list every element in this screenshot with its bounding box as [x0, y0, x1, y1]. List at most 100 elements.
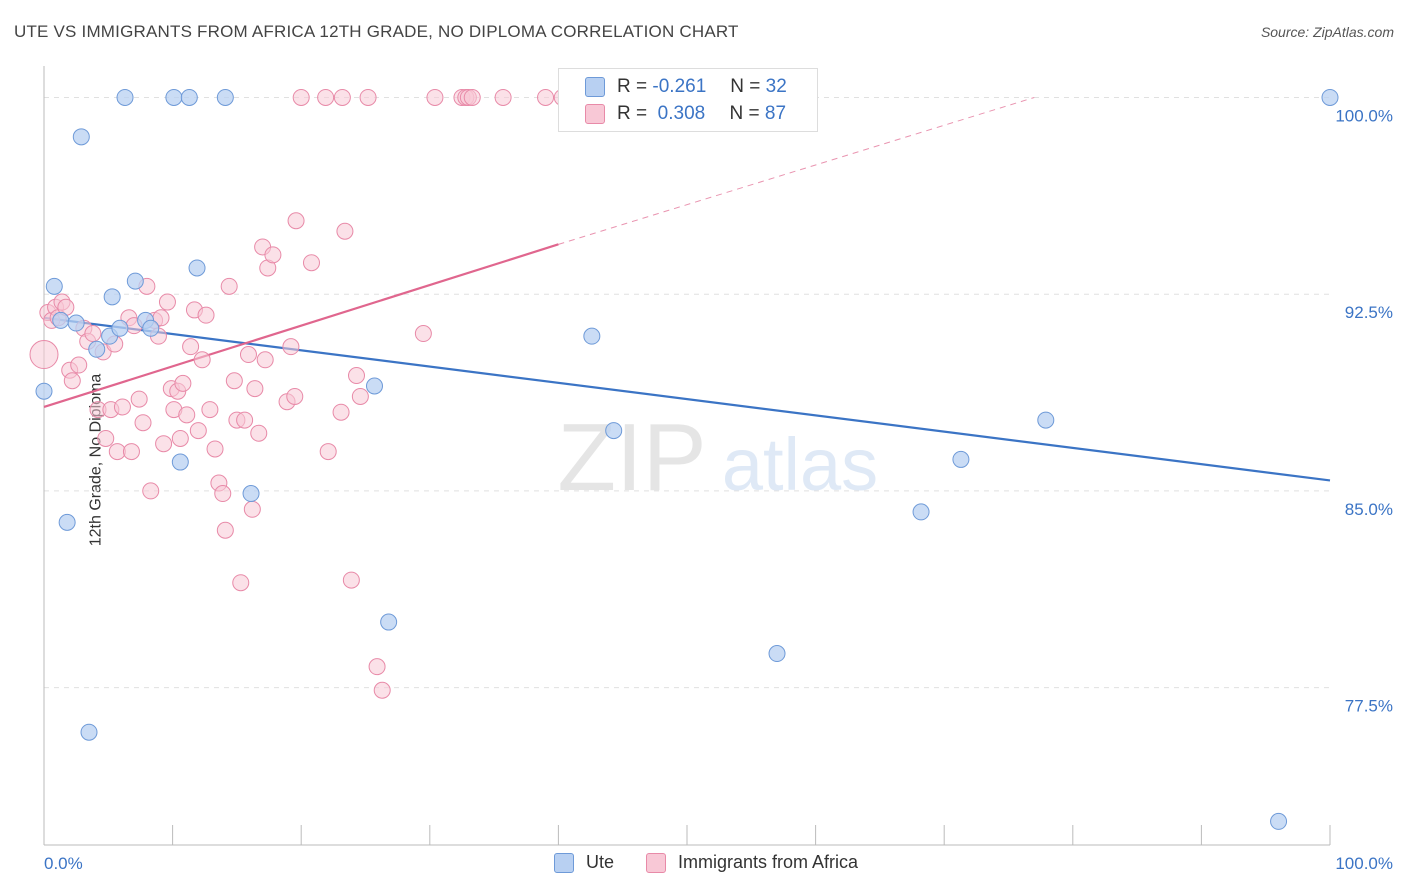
- x-tick-label: 0.0%: [44, 854, 83, 873]
- africa-point: [216, 521, 234, 539]
- africa-point: [250, 424, 268, 442]
- ute-point: [171, 453, 189, 471]
- ute-point: [366, 377, 384, 395]
- legend-swatch-africa: [646, 852, 667, 873]
- x-tick-label: 100.0%: [1335, 854, 1393, 873]
- africa-point: [108, 443, 126, 461]
- ute-point: [216, 88, 234, 106]
- africa-point: [332, 403, 350, 421]
- y-tick-label: 92.5%: [1345, 303, 1393, 322]
- africa-point: [214, 485, 232, 503]
- ute-n-value: 32: [765, 76, 787, 97]
- legend-row-ute: R = -0.261 N = 32: [585, 75, 787, 99]
- ute-n-label: N =: [730, 76, 761, 97]
- ute-point: [768, 645, 786, 663]
- africa-trend-extension: [558, 96, 1035, 245]
- africa-point: [174, 374, 192, 392]
- africa-point: [97, 429, 115, 447]
- ute-point: [242, 485, 260, 503]
- africa-point: [264, 246, 282, 264]
- africa-point: [142, 482, 160, 500]
- africa-point: [220, 277, 238, 295]
- africa-point: [319, 443, 337, 461]
- africa-point: [359, 88, 377, 106]
- tick-labels: 77.5% 85.0% 92.5% 100.0% 0.0% 100.0%: [44, 106, 1393, 873]
- y-tick-label: 85.0%: [1345, 500, 1393, 519]
- watermark-zip: ZIP: [557, 404, 706, 511]
- ute-point: [605, 422, 623, 440]
- africa-point: [351, 387, 369, 405]
- africa-point: [239, 346, 257, 364]
- legend-label-ute: Ute: [586, 852, 615, 872]
- africa-point: [373, 681, 391, 699]
- legend-item-ute: Ute: [554, 852, 614, 873]
- africa-point: [197, 306, 215, 324]
- africa-point: [537, 88, 555, 106]
- legend-item-africa: Immigrants from Africa: [646, 852, 858, 873]
- africa-point: [368, 658, 386, 676]
- africa-point: [201, 401, 219, 419]
- ute-swatch: [585, 77, 605, 97]
- watermark-atlas: atlas: [722, 423, 878, 506]
- africa-point: [182, 338, 200, 356]
- legend-row-africa: R = 0.308 N = 87: [585, 102, 786, 126]
- ute-point: [380, 613, 398, 631]
- ute-point: [72, 128, 90, 146]
- africa-point: [63, 372, 81, 390]
- africa-point: [333, 88, 351, 106]
- ute-point: [180, 88, 198, 106]
- ute-point: [952, 450, 970, 468]
- africa-point: [342, 571, 360, 589]
- africa-point: [158, 293, 176, 311]
- africa-point: [336, 222, 354, 240]
- africa-point: [286, 387, 304, 405]
- chart-title: UTE VS IMMIGRANTS FROM AFRICA 12TH GRADE…: [14, 22, 739, 41]
- legend-label-africa: Immigrants from Africa: [678, 852, 859, 872]
- africa-point: [302, 254, 320, 272]
- africa-point: [171, 429, 189, 447]
- africa-point: [282, 338, 300, 356]
- africa-point: [70, 356, 88, 374]
- africa-point: [193, 351, 211, 369]
- ute-trend-line: [43, 316, 1331, 482]
- legend-swatch-ute: [554, 852, 574, 873]
- ute-point: [45, 277, 63, 295]
- africa-n-value: 87: [764, 103, 787, 124]
- africa-r-value: 0.308: [657, 103, 706, 124]
- africa-point: [134, 414, 152, 432]
- africa-trend-line: [43, 243, 559, 409]
- ute-point: [912, 503, 930, 521]
- y-tick-label: 77.5%: [1345, 697, 1393, 716]
- ute-point: [80, 723, 98, 741]
- africa-point: [225, 372, 243, 390]
- ute-point: [188, 259, 206, 277]
- ute-point: [103, 288, 121, 306]
- ute-point: [165, 88, 183, 106]
- africa-point: [178, 406, 196, 424]
- africa-point: [426, 88, 444, 106]
- africa-point: [232, 574, 250, 592]
- grid-lines: [44, 96, 1330, 689]
- ute-point: [583, 327, 601, 345]
- africa-point: [113, 398, 131, 416]
- ute-point: [142, 319, 160, 337]
- ute-point: [1037, 411, 1055, 429]
- africa-point: [494, 88, 512, 106]
- africa-n-label: N =: [729, 103, 760, 124]
- africa-point: [29, 340, 59, 370]
- africa-point: [189, 422, 207, 440]
- ute-r-label: R =: [617, 76, 648, 97]
- africa-r-label: R =: [617, 103, 648, 124]
- africa-point: [317, 88, 335, 106]
- watermark: ZIP atlas: [557, 404, 878, 511]
- trend-lines: [43, 96, 1331, 482]
- ute-point: [126, 272, 144, 290]
- africa-point: [236, 411, 254, 429]
- stats-legend: R = -0.261 N = 32 R = 0.308 N = 87: [558, 68, 818, 132]
- ute-r-value: -0.261: [652, 76, 707, 97]
- africa-point: [243, 500, 261, 518]
- ute-point: [116, 88, 134, 106]
- africa-point: [292, 88, 310, 106]
- ute-point: [88, 340, 106, 358]
